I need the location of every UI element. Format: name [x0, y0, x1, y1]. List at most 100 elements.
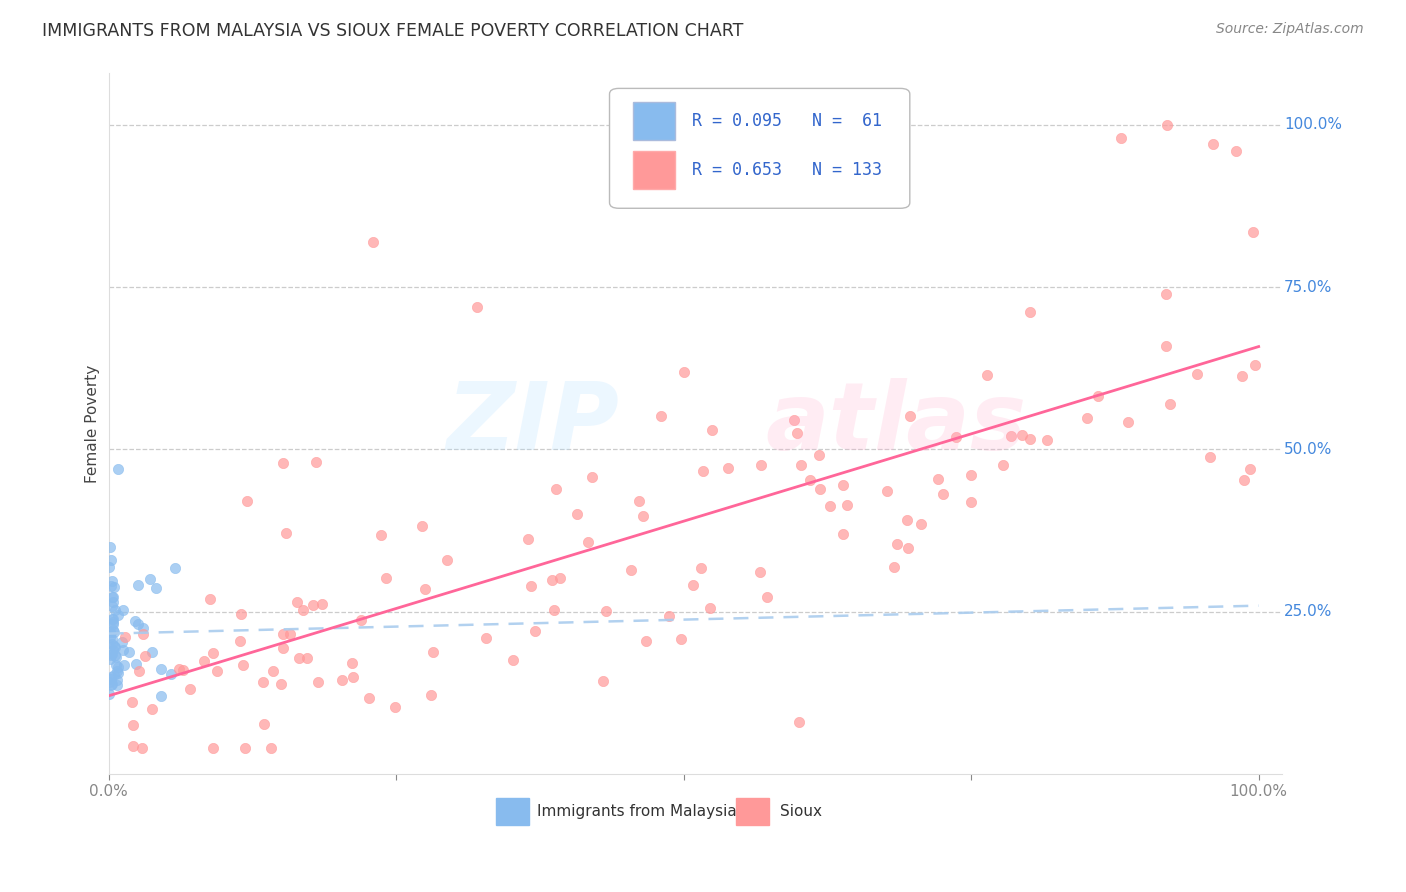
Point	[682, 578, 704, 592]
Point	[101, 612, 124, 626]
Point	[100, 669, 122, 683]
Point	[117, 644, 139, 658]
Point	[112, 657, 135, 672]
Point	[141, 645, 163, 659]
Point	[1087, 389, 1109, 403]
Point	[1000, 428, 1022, 442]
Point	[107, 673, 129, 688]
Point	[502, 653, 524, 667]
Point	[361, 235, 384, 249]
Point	[1201, 137, 1223, 152]
Point	[100, 672, 122, 686]
Point	[1159, 397, 1181, 411]
Point	[231, 607, 253, 621]
Point	[1036, 434, 1059, 448]
Point	[160, 667, 183, 681]
Point	[100, 625, 122, 640]
Point	[235, 494, 257, 508]
Point	[595, 604, 617, 618]
Point	[576, 535, 599, 549]
Point	[1230, 368, 1253, 383]
Point	[145, 582, 167, 596]
Point	[101, 599, 124, 614]
Point	[581, 470, 603, 484]
Point	[103, 580, 125, 594]
Point	[104, 649, 127, 664]
Point	[945, 430, 967, 444]
Point	[98, 630, 121, 644]
Point	[259, 741, 281, 756]
Point	[167, 662, 190, 676]
Point	[270, 677, 292, 691]
Point	[107, 462, 129, 476]
Point	[101, 648, 124, 662]
Point	[818, 500, 841, 514]
Point	[883, 560, 905, 574]
Point	[111, 603, 134, 617]
Point	[104, 602, 127, 616]
Point	[103, 617, 125, 632]
Point	[201, 646, 224, 660]
Point	[132, 622, 155, 636]
Point	[100, 540, 122, 554]
Point	[592, 673, 614, 688]
Point	[807, 448, 830, 462]
Point	[193, 654, 215, 668]
Point	[782, 413, 804, 427]
Point	[304, 455, 326, 469]
Point	[374, 571, 396, 585]
Text: atlas: atlas	[765, 377, 1026, 469]
Point	[628, 494, 651, 508]
Point	[114, 630, 136, 644]
Point	[411, 519, 433, 533]
Point	[1018, 304, 1040, 318]
Point	[111, 635, 134, 649]
Point	[100, 579, 122, 593]
Text: IMMIGRANTS FROM MALAYSIA VS SIOUX FEMALE POVERTY CORRELATION CHART: IMMIGRANTS FROM MALAYSIA VS SIOUX FEMALE…	[42, 22, 744, 40]
Point	[897, 541, 920, 556]
Point	[127, 578, 149, 592]
Point	[910, 517, 932, 532]
Point	[749, 458, 772, 472]
Point	[960, 468, 983, 483]
Point	[436, 553, 458, 567]
Point	[898, 409, 921, 423]
Point	[832, 478, 855, 492]
Point	[141, 702, 163, 716]
Point	[311, 598, 333, 612]
Text: 100.0%: 100.0%	[1284, 118, 1341, 132]
Point	[636, 633, 658, 648]
Point	[285, 595, 308, 609]
Point	[101, 637, 124, 651]
Point	[831, 527, 853, 541]
FancyBboxPatch shape	[496, 797, 529, 824]
Point	[101, 643, 124, 657]
Point	[107, 607, 129, 622]
Point	[229, 634, 252, 648]
Point	[124, 614, 146, 628]
Point	[420, 688, 443, 702]
Point	[886, 537, 908, 551]
Point	[103, 623, 125, 637]
Point	[1241, 226, 1264, 240]
Point	[517, 533, 540, 547]
Text: Sioux: Sioux	[779, 804, 821, 819]
Point	[271, 640, 294, 655]
Point	[700, 423, 723, 437]
Point	[98, 560, 121, 574]
Point	[716, 461, 738, 475]
Point	[122, 739, 145, 753]
Point	[100, 553, 122, 567]
Point	[287, 651, 309, 665]
FancyBboxPatch shape	[633, 102, 675, 140]
Point	[111, 643, 134, 657]
Point	[340, 657, 363, 671]
Point	[519, 579, 541, 593]
Point	[128, 665, 150, 679]
Point	[330, 673, 353, 687]
Point	[546, 482, 568, 496]
Point	[100, 632, 122, 646]
Point	[252, 717, 274, 731]
Point	[384, 699, 406, 714]
Point	[104, 657, 127, 672]
